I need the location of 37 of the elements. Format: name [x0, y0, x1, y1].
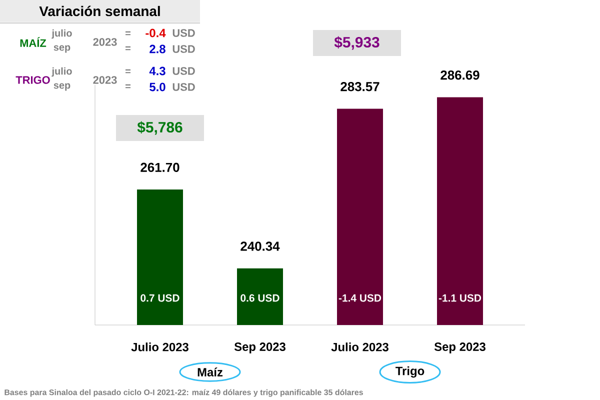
annotation: $5,786 — [137, 121, 182, 135]
text: = — [126, 31, 130, 36]
annotation: -1.1 USD — [438, 294, 482, 302]
text: 4.3 — [149, 66, 166, 76]
text: USD — [172, 29, 195, 37]
data-label: 240.34 — [240, 242, 280, 251]
x-tick-label: Julio 2023 — [331, 342, 388, 352]
text: Trigo — [396, 366, 424, 378]
text: $5,933 — [334, 36, 380, 50]
data-label: 286.69 — [440, 70, 480, 80]
text: -0.4 — [146, 28, 166, 38]
x-tick-label: Julio 2023 — [131, 342, 188, 352]
text: julio — [52, 29, 72, 39]
text: sep — [54, 83, 70, 91]
text: 2023 — [93, 38, 117, 46]
annotation: 0.7 USD — [140, 294, 180, 302]
text: = — [126, 69, 130, 74]
text: MAÍZ — [20, 37, 46, 47]
text: 2023 — [93, 76, 117, 84]
annotation: = — [126, 84, 130, 88]
text: USD — [172, 67, 195, 75]
annotation: 0.6 USD — [240, 294, 280, 302]
text: Variación semanal — [39, 6, 160, 16]
annotation: USD — [172, 83, 195, 91]
text: sep — [54, 45, 70, 53]
text: Maíz — [198, 368, 223, 376]
data-label: 261.70 — [140, 162, 180, 172]
x-tick-label: Sep 2023 — [434, 342, 486, 354]
annotation: -1.4 USD — [338, 294, 382, 302]
text: = — [126, 46, 130, 50]
text: USD — [172, 45, 195, 53]
data-label: 283.57 — [340, 82, 380, 92]
text: julio — [52, 67, 72, 77]
text: TRIGO — [16, 76, 50, 84]
text: 2.8 — [150, 44, 166, 54]
annotation: 5.0 — [150, 82, 166, 92]
x-tick-label: Sep 2023 — [234, 342, 286, 354]
